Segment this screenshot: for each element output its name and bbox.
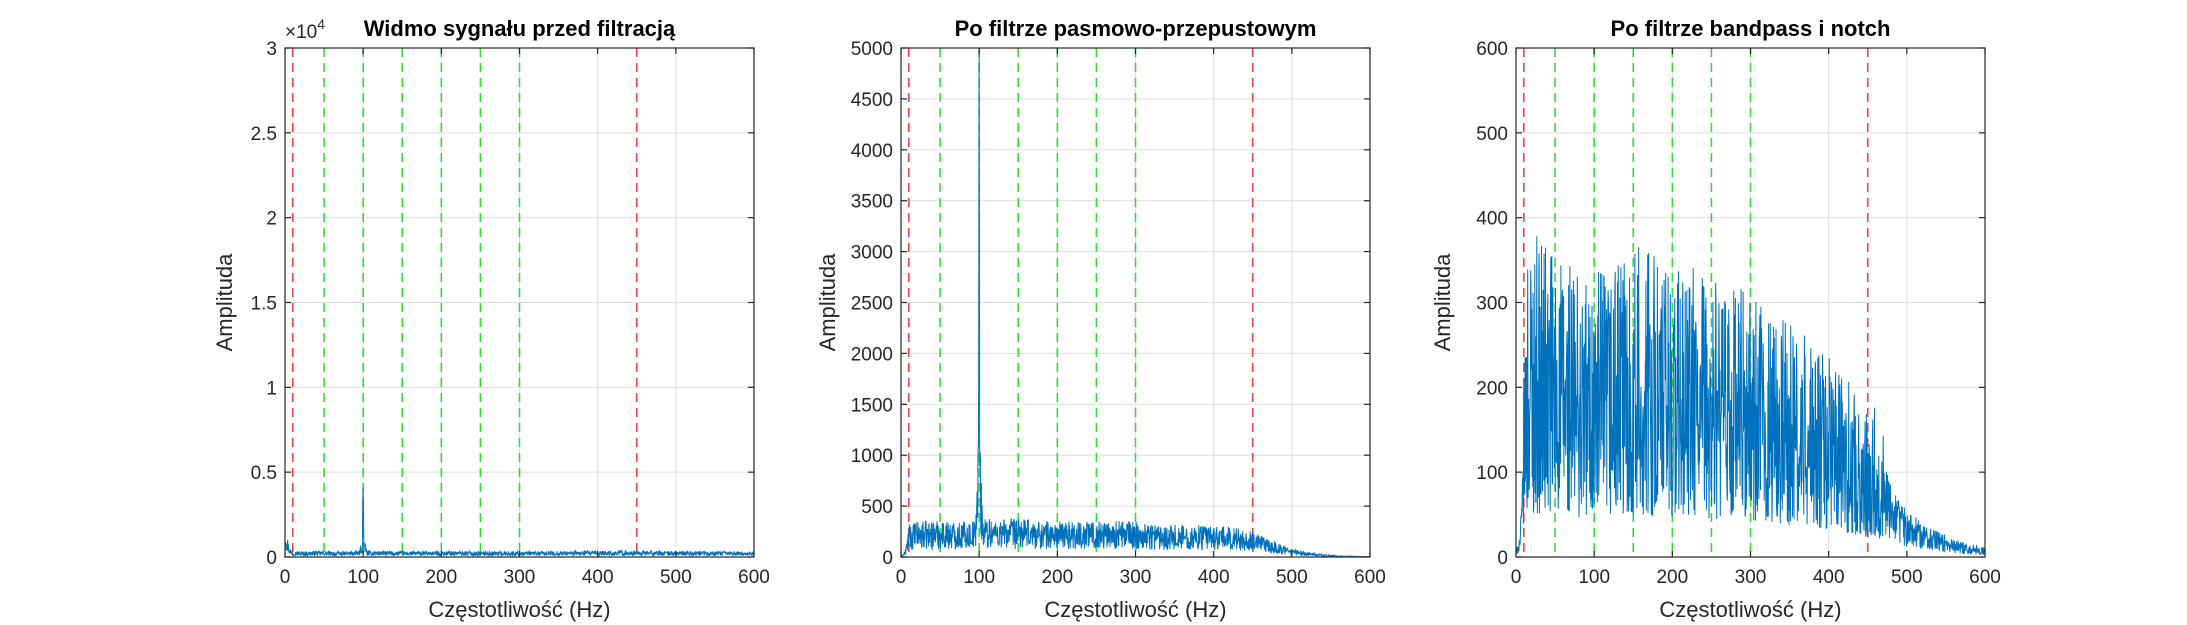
y-tick-label: 0.5	[251, 463, 277, 484]
y-tick-label: 1	[266, 378, 277, 399]
y-tick-label: 0	[882, 548, 893, 569]
x-tick-label: 100	[1578, 567, 1610, 588]
y-axis-label: Amplituda	[1430, 253, 1455, 352]
y-tick-label: 3000	[851, 243, 893, 264]
axis-ticks: 0 100 200 300 400 500 600 0 0.5 1 1.5 2 2.5 3	[251, 39, 770, 588]
y-tick-label: 1000	[851, 446, 893, 467]
y-tick-label: 600	[1476, 39, 1508, 60]
y-tick-label: 4000	[851, 141, 893, 162]
x-tick-label: 400	[582, 567, 614, 588]
y-tick-label: 5000	[851, 39, 893, 60]
chart-title: Po filtrze bandpass i notch	[1611, 16, 1891, 41]
y-tick-label: 100	[1476, 463, 1508, 484]
x-tick-label: 400	[1813, 567, 1845, 588]
x-axis-label: Częstotliwość (Hz)	[1044, 597, 1226, 622]
chart-panel-3: 0 100 200 300 400 500 600 0 100 200 300 400 500 600 P…	[1430, 16, 2001, 622]
y-tick-label: 2	[266, 209, 277, 230]
x-tick-label: 600	[1969, 567, 2001, 588]
chart-title: Po filtrze pasmowo-przepustowym	[955, 16, 1317, 41]
y-tick-label: 3	[266, 39, 277, 60]
y-tick-label: 1.5	[251, 294, 277, 315]
x-tick-label: 600	[1354, 567, 1386, 588]
x-tick-label: 500	[1891, 567, 1923, 588]
x-tick-label: 0	[1511, 567, 1522, 588]
y-tick-label: 4500	[851, 90, 893, 111]
chart-panel-2: 0 100 200 300 400 500 600 0 500 1000 1500 2000 2500 3…	[815, 16, 1386, 622]
chart-title: Widmo sygnału przed filtracją	[364, 16, 676, 41]
y-exponent-power: 4	[317, 16, 325, 32]
reference-lines	[908, 48, 1254, 557]
y-tick-label: 300	[1476, 294, 1508, 315]
y-tick-label: 2500	[851, 294, 893, 315]
x-tick-label: 100	[963, 567, 995, 588]
series-area	[1516, 236, 1985, 556]
axis-ticks: 0 100 200 300 400 500 600 0 500 1000 1500 2000 2500 3…	[851, 39, 1386, 588]
x-tick-label: 100	[347, 567, 379, 588]
x-axis-label: Częstotliwość (Hz)	[1659, 597, 1841, 622]
x-tick-label: 300	[504, 567, 536, 588]
x-tick-label: 200	[1041, 567, 1073, 588]
x-tick-label: 200	[1656, 567, 1688, 588]
x-tick-label: 500	[660, 567, 692, 588]
y-tick-label: 500	[861, 497, 893, 518]
x-tick-label: 0	[896, 567, 907, 588]
y-tick-label: 400	[1476, 209, 1508, 230]
x-tick-label: 200	[425, 567, 457, 588]
y-exponent-label: ×104	[285, 16, 325, 43]
y-tick-label: 0	[266, 548, 277, 569]
y-tick-label: 3500	[851, 192, 893, 213]
y-tick-label: 500	[1476, 124, 1508, 145]
y-tick-label: 2.5	[251, 124, 277, 145]
y-tick-label: 200	[1476, 378, 1508, 399]
x-tick-label: 300	[1735, 567, 1767, 588]
x-tick-label: 400	[1198, 567, 1230, 588]
x-axis-label: Częstotliwość (Hz)	[428, 597, 610, 622]
x-tick-label: 300	[1120, 567, 1152, 588]
y-axis-label: Amplituda	[815, 253, 840, 352]
y-exponent-base: ×10	[285, 22, 317, 43]
spectrum-series-line	[1516, 236, 1985, 556]
x-tick-label: 600	[738, 567, 770, 588]
axis-ticks: 0 100 200 300 400 500 600 0 100 200 300 400 500 600	[1476, 39, 2001, 588]
y-tick-label: 1500	[851, 395, 893, 416]
y-tick-label: 2000	[851, 344, 893, 365]
x-tick-label: 0	[280, 567, 291, 588]
chart-panel-1: 0 100 200 300 400 500 600 0 0.5 1 1.5 2 2.5 3 Widmo s…	[212, 16, 770, 622]
x-tick-label: 500	[1276, 567, 1308, 588]
reference-lines	[292, 48, 638, 557]
y-tick-label: 0	[1497, 548, 1508, 569]
y-axis-label: Amplituda	[212, 253, 237, 352]
